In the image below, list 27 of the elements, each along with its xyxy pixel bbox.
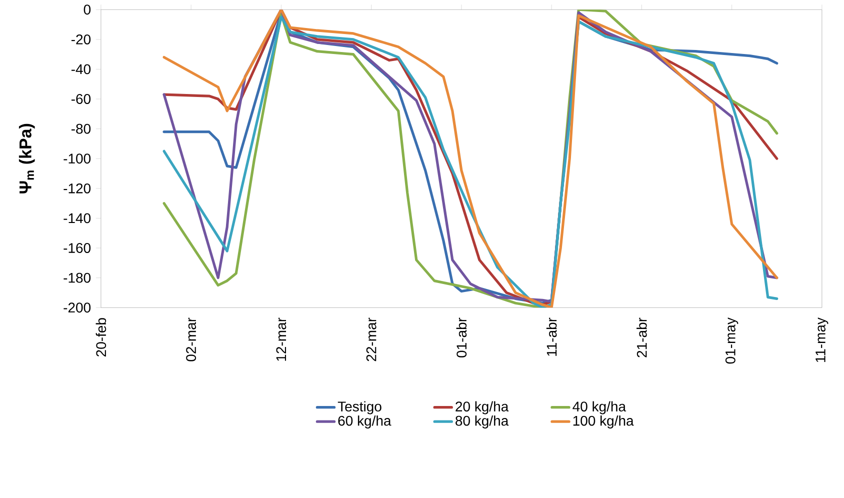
y-tick-label: -120 xyxy=(64,183,91,194)
x-tick-label: 01-may xyxy=(725,317,738,364)
y-tick-label: -160 xyxy=(64,242,91,253)
x-tick-label: 12-mar xyxy=(276,318,286,361)
x-tick-label: 11-may xyxy=(816,317,828,362)
legend-label: 20 kg/ha xyxy=(456,401,509,414)
legend-label: Testigo xyxy=(338,401,382,414)
x-tick-label: 20-feb xyxy=(96,318,106,356)
y-tick-label: -80 xyxy=(71,124,91,134)
x-tick-label: 01-abr xyxy=(456,318,467,358)
legend-label: 100 kg/ha xyxy=(573,415,634,428)
y-tick-label: -100 xyxy=(64,153,91,164)
x-tick-label: 21-abr xyxy=(636,318,647,358)
x-tick-label: 22-mar xyxy=(366,318,376,361)
y-tick-label: -140 xyxy=(64,213,91,224)
y-tick-label: -60 xyxy=(71,94,91,104)
y-tick-label: -200 xyxy=(64,302,91,312)
y-tick-label: 0 xyxy=(84,4,91,14)
legend-label: 80 kg/ha xyxy=(456,415,509,428)
legend-label: 40 kg/ha xyxy=(572,401,626,414)
text: Ψ$_{m}$ (kPa) xyxy=(18,124,35,194)
legend-label: 60 kg/ha xyxy=(338,415,392,428)
x-tick-label: 11-abr xyxy=(546,318,557,356)
x-tick-label: 02-mar xyxy=(186,318,196,362)
y-tick-label: -180 xyxy=(64,272,91,283)
y-tick-label: -40 xyxy=(71,64,91,74)
y-tick-label: -20 xyxy=(71,34,91,44)
